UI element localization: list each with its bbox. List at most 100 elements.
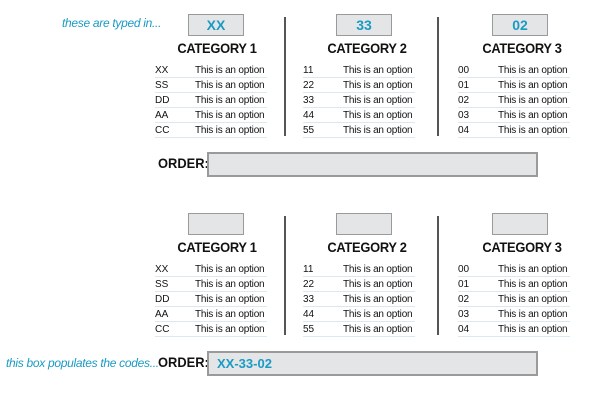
- order-label: ORDER:: [158, 354, 209, 370]
- option-row[interactable]: 22 This is an option: [303, 277, 415, 292]
- option-text: This is an option: [195, 264, 265, 275]
- category-1-title: CATEGORY 1: [177, 239, 257, 255]
- option-code: 44: [303, 309, 315, 320]
- option-code: 03: [458, 110, 470, 121]
- option-code: 03: [458, 309, 470, 320]
- option-code: 55: [303, 125, 315, 136]
- option-row[interactable]: 04 This is an option: [458, 322, 570, 337]
- option-text: This is an option: [343, 65, 413, 76]
- option-row[interactable]: AA This is an option: [155, 108, 267, 123]
- option-code: 22: [303, 279, 315, 290]
- category-3-title: CATEGORY 3: [482, 40, 562, 56]
- option-row[interactable]: 00 This is an option: [458, 262, 570, 277]
- option-row[interactable]: 55 This is an option: [303, 123, 415, 138]
- option-row[interactable]: SS This is an option: [155, 78, 267, 93]
- option-row[interactable]: 33 This is an option: [303, 292, 415, 307]
- category-3-title: CATEGORY 3: [482, 239, 562, 255]
- column-divider: [437, 17, 439, 136]
- option-code: 04: [458, 324, 470, 335]
- option-code: 00: [458, 264, 470, 275]
- option-code: 02: [458, 294, 470, 305]
- option-text: This is an option: [343, 279, 413, 290]
- option-code: DD: [155, 294, 170, 305]
- typed-in-note: these are typed in...: [62, 16, 162, 30]
- category-2-code-input[interactable]: [336, 213, 392, 235]
- option-text: This is an option: [498, 324, 568, 335]
- category-2-code-input[interactable]: 33: [336, 14, 392, 36]
- category-1-code-input[interactable]: XX: [188, 14, 244, 36]
- option-text: This is an option: [498, 264, 568, 275]
- option-code: 33: [303, 95, 315, 106]
- option-text: This is an option: [195, 125, 265, 136]
- option-text: This is an option: [343, 125, 413, 136]
- option-text: This is an option: [195, 110, 265, 121]
- option-text: This is an option: [195, 95, 265, 106]
- category-1-code-input[interactable]: [188, 213, 244, 235]
- option-code: AA: [155, 110, 169, 121]
- option-row[interactable]: 33 This is an option: [303, 93, 415, 108]
- option-text: This is an option: [195, 309, 265, 320]
- category-3-code-input[interactable]: [492, 213, 548, 235]
- order-field[interactable]: [207, 152, 538, 177]
- option-row[interactable]: CC This is an option: [155, 322, 267, 337]
- option-row[interactable]: 02 This is an option: [458, 93, 570, 108]
- option-row[interactable]: 11 This is an option: [303, 262, 415, 277]
- option-code: 01: [458, 80, 470, 91]
- populates-note: this box populates the codes...: [6, 356, 159, 370]
- option-row[interactable]: DD This is an option: [155, 93, 267, 108]
- option-code: 02: [458, 95, 470, 106]
- option-row[interactable]: 11 This is an option: [303, 63, 415, 78]
- option-text: This is an option: [343, 294, 413, 305]
- option-text: This is an option: [343, 80, 413, 91]
- option-text: This is an option: [498, 279, 568, 290]
- option-code: 11: [303, 65, 314, 76]
- category-2-title: CATEGORY 2: [327, 239, 407, 255]
- option-text: This is an option: [343, 309, 413, 320]
- option-row[interactable]: AA This is an option: [155, 307, 267, 322]
- option-code: 33: [303, 294, 315, 305]
- column-divider: [437, 216, 439, 335]
- option-row[interactable]: 00 This is an option: [458, 63, 570, 78]
- option-row[interactable]: 22 This is an option: [303, 78, 415, 93]
- option-row[interactable]: 55 This is an option: [303, 322, 415, 337]
- category-3-options: 00 This is an option 01 This is an option 02…: [458, 63, 570, 138]
- option-text: This is an option: [498, 80, 568, 91]
- option-text: This is an option: [343, 110, 413, 121]
- option-row[interactable]: 02 This is an option: [458, 292, 570, 307]
- category-3-options: 00 This is an option 01 This is an option 02…: [458, 262, 570, 337]
- option-text: This is an option: [498, 125, 568, 136]
- option-code: CC: [155, 324, 170, 335]
- option-code: AA: [155, 309, 169, 320]
- option-row[interactable]: CC This is an option: [155, 123, 267, 138]
- option-text: This is an option: [195, 324, 265, 335]
- category-2-options: 11 This is an option 22 This is an option 33…: [303, 262, 415, 337]
- order-label: ORDER:: [158, 155, 209, 171]
- option-row[interactable]: 01 This is an option: [458, 78, 570, 93]
- order-field[interactable]: XX-33-02: [207, 351, 538, 376]
- option-row[interactable]: XX This is an option: [155, 262, 267, 277]
- option-text: This is an option: [195, 294, 265, 305]
- category-2-title: CATEGORY 2: [327, 40, 407, 56]
- option-text: This is an option: [498, 309, 568, 320]
- option-row[interactable]: XX This is an option: [155, 63, 267, 78]
- option-row[interactable]: SS This is an option: [155, 277, 267, 292]
- option-code: XX: [155, 65, 169, 76]
- category-1-title: CATEGORY 1: [177, 40, 257, 56]
- category-3-code-input[interactable]: 02: [492, 14, 548, 36]
- option-text: This is an option: [498, 65, 568, 76]
- option-row[interactable]: 03 This is an option: [458, 108, 570, 123]
- option-code: 55: [303, 324, 315, 335]
- option-row[interactable]: 03 This is an option: [458, 307, 570, 322]
- option-code: 00: [458, 65, 470, 76]
- option-row[interactable]: 04 This is an option: [458, 123, 570, 138]
- option-row[interactable]: 44 This is an option: [303, 108, 415, 123]
- option-code: CC: [155, 125, 170, 136]
- option-row[interactable]: 01 This is an option: [458, 277, 570, 292]
- category-1-options: XX This is an option SS This is an option DD…: [155, 262, 267, 337]
- option-text: This is an option: [343, 95, 413, 106]
- option-code: XX: [155, 264, 169, 275]
- option-row[interactable]: 44 This is an option: [303, 307, 415, 322]
- option-row[interactable]: DD This is an option: [155, 292, 267, 307]
- column-divider: [284, 216, 286, 335]
- option-text: This is an option: [498, 95, 568, 106]
